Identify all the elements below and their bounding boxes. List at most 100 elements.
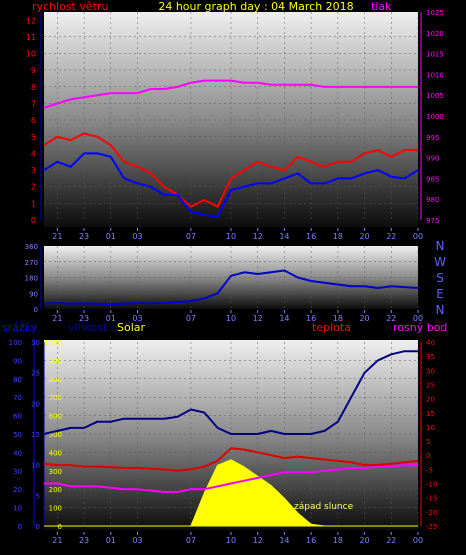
direction-axis-tick-label: 180: [25, 275, 38, 283]
pressure-axis-tick-label: 975: [426, 217, 439, 225]
rain-axis-tick-label: 20: [13, 486, 22, 494]
temperature-axis-tick-label: 10: [426, 424, 435, 432]
rain-label: srážky: [2, 321, 38, 334]
dewpoint-label: rosný bod: [393, 321, 447, 334]
rain-axis-tick-label: 0: [18, 523, 22, 531]
rain-axis-tick-label: 90: [13, 357, 22, 365]
x-tick-label: 03: [132, 536, 142, 545]
x-tick-label: 07: [186, 314, 196, 323]
direction-panel-axes: 0 90 180 270 360 21 23 01 03 07 10 12 14 16 18 20 22 00: [25, 243, 423, 323]
pressure-axis-tick-label: 1015: [426, 51, 444, 59]
x-tick-label: 01: [106, 232, 116, 241]
direction-panel-grid: [44, 246, 419, 309]
compass-letter: N: [436, 239, 445, 253]
x-tick-label: 14: [279, 232, 289, 241]
wind-axis-tick-label: 9: [31, 66, 36, 75]
x-tick-label: 18: [333, 314, 343, 323]
temperature-axis-tick-label: 0: [426, 452, 430, 460]
wind-gust-line: [43, 132, 418, 208]
x-tick-label: 10: [226, 314, 236, 323]
x-tick-label: 01: [106, 536, 116, 545]
compass-letter: S: [436, 271, 444, 285]
solar-axis-tick-label: 300: [49, 468, 62, 476]
x-tick-label: 21: [52, 536, 62, 545]
humidity-axis-tick-label: 30: [31, 339, 40, 347]
solar-axis-tick-label: 0: [58, 523, 62, 531]
solar-axis-tick-label: 100: [49, 505, 62, 513]
pressure-axis-tick-label: 980: [426, 196, 439, 204]
temperature-axis-tick-label: 25: [426, 381, 435, 389]
solar-axis-tick-label: 900: [49, 357, 62, 365]
wind-axis-tick-label: 2: [31, 183, 36, 192]
humidity-axis-tick-label: 10: [31, 462, 40, 470]
humidity-axis-tick-label: 0: [36, 523, 40, 531]
rain-axis-tick-label: 80: [13, 376, 22, 384]
x-tick-label: 16: [306, 232, 316, 241]
rain-axis-tick-label: 40: [13, 449, 22, 457]
solar-axis-tick-label: 600: [49, 413, 62, 421]
solar-area: [44, 459, 418, 527]
x-tick-label: 22: [386, 314, 396, 323]
rain-axis-tick-label: 10: [13, 505, 22, 513]
temperature-axis-tick-label: -5: [426, 466, 433, 474]
humidity-axis-tick-label: 20: [31, 400, 40, 408]
direction-axis-tick-label: 360: [25, 243, 38, 251]
humidity-axis-tick-label: 15: [31, 431, 40, 439]
chart-title: 24 hour graph day : 04 March 2018: [158, 0, 353, 13]
temperature-axis-tick-label: -10: [426, 481, 437, 489]
temperature-label: teplota: [312, 321, 351, 334]
wind-axis-tick-label: 12: [26, 16, 36, 25]
sunset-annotation: západ slunce: [294, 502, 354, 512]
humidity-label: vlhkost: [68, 321, 108, 334]
solar-label: Solar: [117, 321, 146, 334]
series-layer: [43, 79, 419, 527]
direction-axis-tick-label: 90: [29, 290, 38, 298]
pressure-label: tlak: [371, 0, 392, 13]
x-tick-label: 18: [333, 232, 343, 241]
x-tick-label: 18: [333, 536, 343, 545]
solar-axis-tick-label: 400: [49, 449, 62, 457]
x-tick-label: 20: [359, 232, 369, 241]
climate-panel-grid: [44, 342, 419, 526]
pressure-axis-tick-label: 1005: [426, 92, 444, 100]
temperature-axis-tick-label: 40: [426, 339, 435, 347]
temperature-line: [43, 447, 419, 472]
direction-axis-tick-label: 270: [25, 259, 38, 267]
wind-axis-tick-label: 3: [31, 166, 36, 175]
solar-axis-tick-label: 1000: [44, 339, 62, 347]
compass-letter: E: [436, 287, 444, 301]
solar-axis-tick-label: 500: [49, 431, 62, 439]
x-tick-label: 03: [132, 232, 142, 241]
wind-direction-line: [43, 269, 419, 306]
wind-axis-tick-label: 10: [26, 50, 36, 59]
wind-axis-tick-label: 4: [31, 149, 36, 158]
rain-axis-tick-label: 60: [13, 413, 22, 421]
wind-axis-tick-label: 6: [31, 116, 36, 125]
x-tick-label: 14: [279, 314, 289, 323]
direction-axis-tick-label: 0: [34, 306, 38, 314]
humidity-line: [43, 350, 418, 435]
pressure-axis-tick-label: 995: [426, 134, 439, 142]
wind-panel: [44, 12, 418, 227]
humidity-axis-tick-label: 5: [36, 492, 40, 500]
x-tick-label: 20: [359, 314, 369, 323]
compass-letter: W: [434, 255, 446, 269]
x-tick-label: 20: [359, 536, 369, 545]
x-tick-label: 23: [79, 232, 89, 241]
wind-axis-tick-label: 0: [31, 216, 36, 225]
temperature-axis-tick-label: 15: [426, 410, 435, 418]
wind-axis-tick-label: 1: [31, 199, 36, 208]
x-tick-label: 07: [186, 536, 196, 545]
temperature-axis-tick-label: -25: [426, 523, 437, 531]
compass-letter: N: [436, 303, 445, 317]
x-tick-label: 22: [386, 232, 396, 241]
x-tick-label: 21: [52, 232, 62, 241]
temperature-axis-tick-label: -15: [426, 495, 437, 503]
rain-axis-tick-label: 50: [13, 431, 22, 439]
x-tick-label: 23: [79, 314, 89, 323]
wind-axis-tick-label: 7: [31, 100, 36, 109]
pressure-axis-tick-label: 1000: [426, 113, 444, 121]
solar-axis-tick-label: 800: [49, 376, 62, 384]
x-tick-label: 10: [226, 536, 236, 545]
